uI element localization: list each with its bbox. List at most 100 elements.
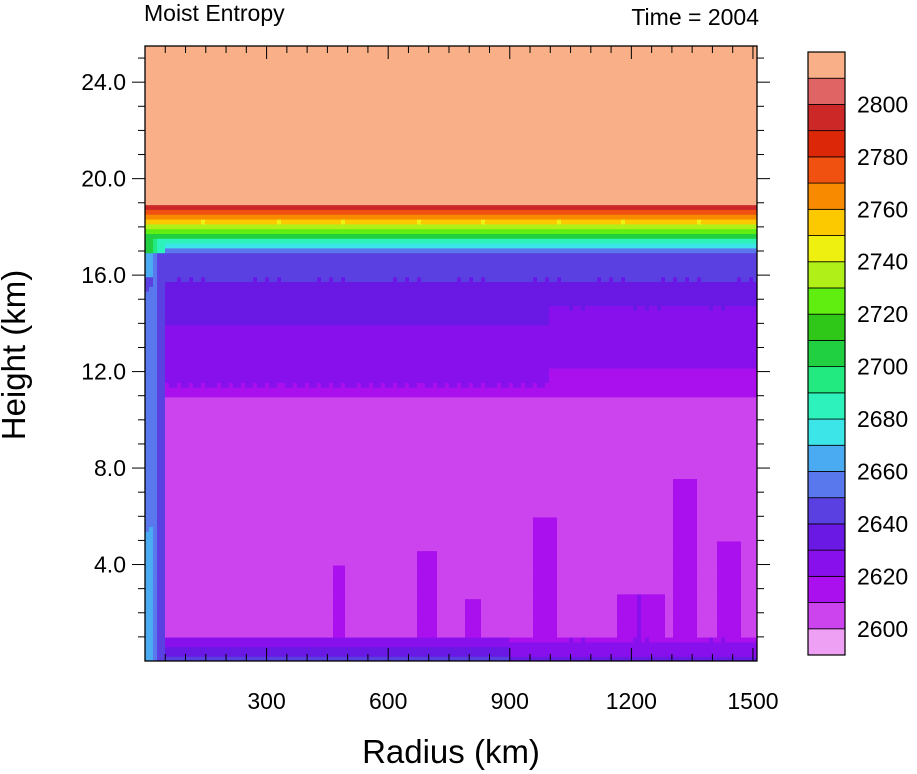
field-cell	[317, 502, 322, 507]
field-cell	[473, 594, 478, 599]
field-cell	[389, 507, 394, 512]
field-cell	[329, 647, 334, 652]
field-cell	[597, 579, 602, 584]
field-cell	[597, 651, 602, 656]
field-cell	[357, 579, 362, 584]
field-cell	[477, 627, 482, 632]
field-cell	[661, 522, 666, 527]
field-cell	[553, 579, 558, 584]
field-cell	[585, 623, 590, 628]
field-cell	[257, 618, 262, 623]
field-cell	[677, 546, 682, 551]
field-cell	[469, 589, 474, 594]
field-cell	[241, 570, 246, 575]
field-cell	[713, 555, 718, 560]
field-cell	[665, 627, 670, 632]
field-cell	[257, 637, 262, 642]
field-cell	[305, 618, 310, 623]
field-cell	[657, 570, 662, 575]
field-cell	[345, 599, 350, 604]
field-cell	[317, 651, 322, 656]
field-cell	[349, 608, 354, 613]
field-cell	[441, 550, 446, 555]
field-cell	[249, 507, 254, 512]
field-cell	[469, 555, 474, 560]
field-cell	[669, 579, 674, 584]
field-cell	[353, 512, 358, 517]
field-cell	[209, 608, 214, 613]
field-cell	[281, 603, 286, 608]
field-cell	[465, 608, 470, 613]
field-cell	[437, 608, 442, 613]
field-cell	[345, 522, 350, 527]
field-cell	[237, 584, 242, 589]
field-cell	[629, 555, 634, 560]
field-cell	[445, 550, 450, 555]
field-cell	[545, 512, 550, 517]
field-cell	[225, 575, 230, 580]
field-cell	[433, 555, 438, 560]
field-cell	[481, 575, 486, 580]
field-cell	[341, 575, 346, 580]
field-cell	[177, 522, 182, 527]
field-cell	[661, 608, 666, 613]
field-cell	[477, 623, 482, 628]
field-cell	[329, 522, 334, 527]
field-cell	[297, 575, 302, 580]
field-cell	[737, 584, 742, 589]
field-cell	[337, 526, 342, 531]
field-cell	[265, 642, 270, 647]
field-cell	[361, 546, 366, 551]
field-cell	[413, 599, 418, 604]
field-cell	[333, 642, 338, 647]
field-cell	[309, 647, 314, 652]
field-cell	[257, 512, 262, 517]
field-cell	[165, 507, 170, 512]
field-cell	[525, 589, 530, 594]
field-cell	[649, 575, 654, 580]
field-cell	[209, 642, 214, 647]
field-cell	[541, 599, 546, 604]
field-cell	[225, 647, 230, 652]
field-cell	[257, 589, 262, 594]
field-cell	[309, 618, 314, 623]
field-cell	[657, 575, 662, 580]
field-cell	[449, 560, 454, 565]
field-cell	[449, 637, 454, 642]
field-cell	[585, 570, 590, 575]
field-cell	[305, 517, 310, 522]
field-cell	[221, 565, 226, 570]
field-cell	[497, 584, 502, 589]
field-cell	[421, 546, 426, 551]
field-cell	[233, 512, 238, 517]
field-cell	[333, 599, 338, 604]
field-cell	[209, 613, 214, 618]
field-cell	[301, 608, 306, 613]
field-cell	[221, 584, 226, 589]
field-cell	[649, 589, 654, 594]
field-cell	[593, 565, 598, 570]
field-cell	[669, 565, 674, 570]
field-cell	[629, 632, 634, 637]
field-cell	[621, 536, 626, 541]
field-cell	[145, 603, 150, 608]
field-cell	[173, 599, 178, 604]
field-cell	[581, 599, 586, 604]
field-cell	[473, 526, 478, 531]
field-cell	[353, 603, 358, 608]
field-cell	[585, 512, 590, 517]
field-cell	[393, 531, 398, 536]
field-cell	[341, 627, 346, 632]
field-cell	[697, 627, 702, 632]
field-cell	[221, 627, 226, 632]
field-cell	[509, 531, 514, 536]
field-cell	[489, 623, 494, 628]
field-cell	[605, 541, 610, 546]
field-cell	[561, 560, 566, 565]
field-cell	[473, 536, 478, 541]
field-cell	[345, 618, 350, 623]
field-cell	[393, 618, 398, 623]
field-cell	[433, 531, 438, 536]
field-cell	[537, 603, 542, 608]
field-cell	[145, 579, 150, 584]
